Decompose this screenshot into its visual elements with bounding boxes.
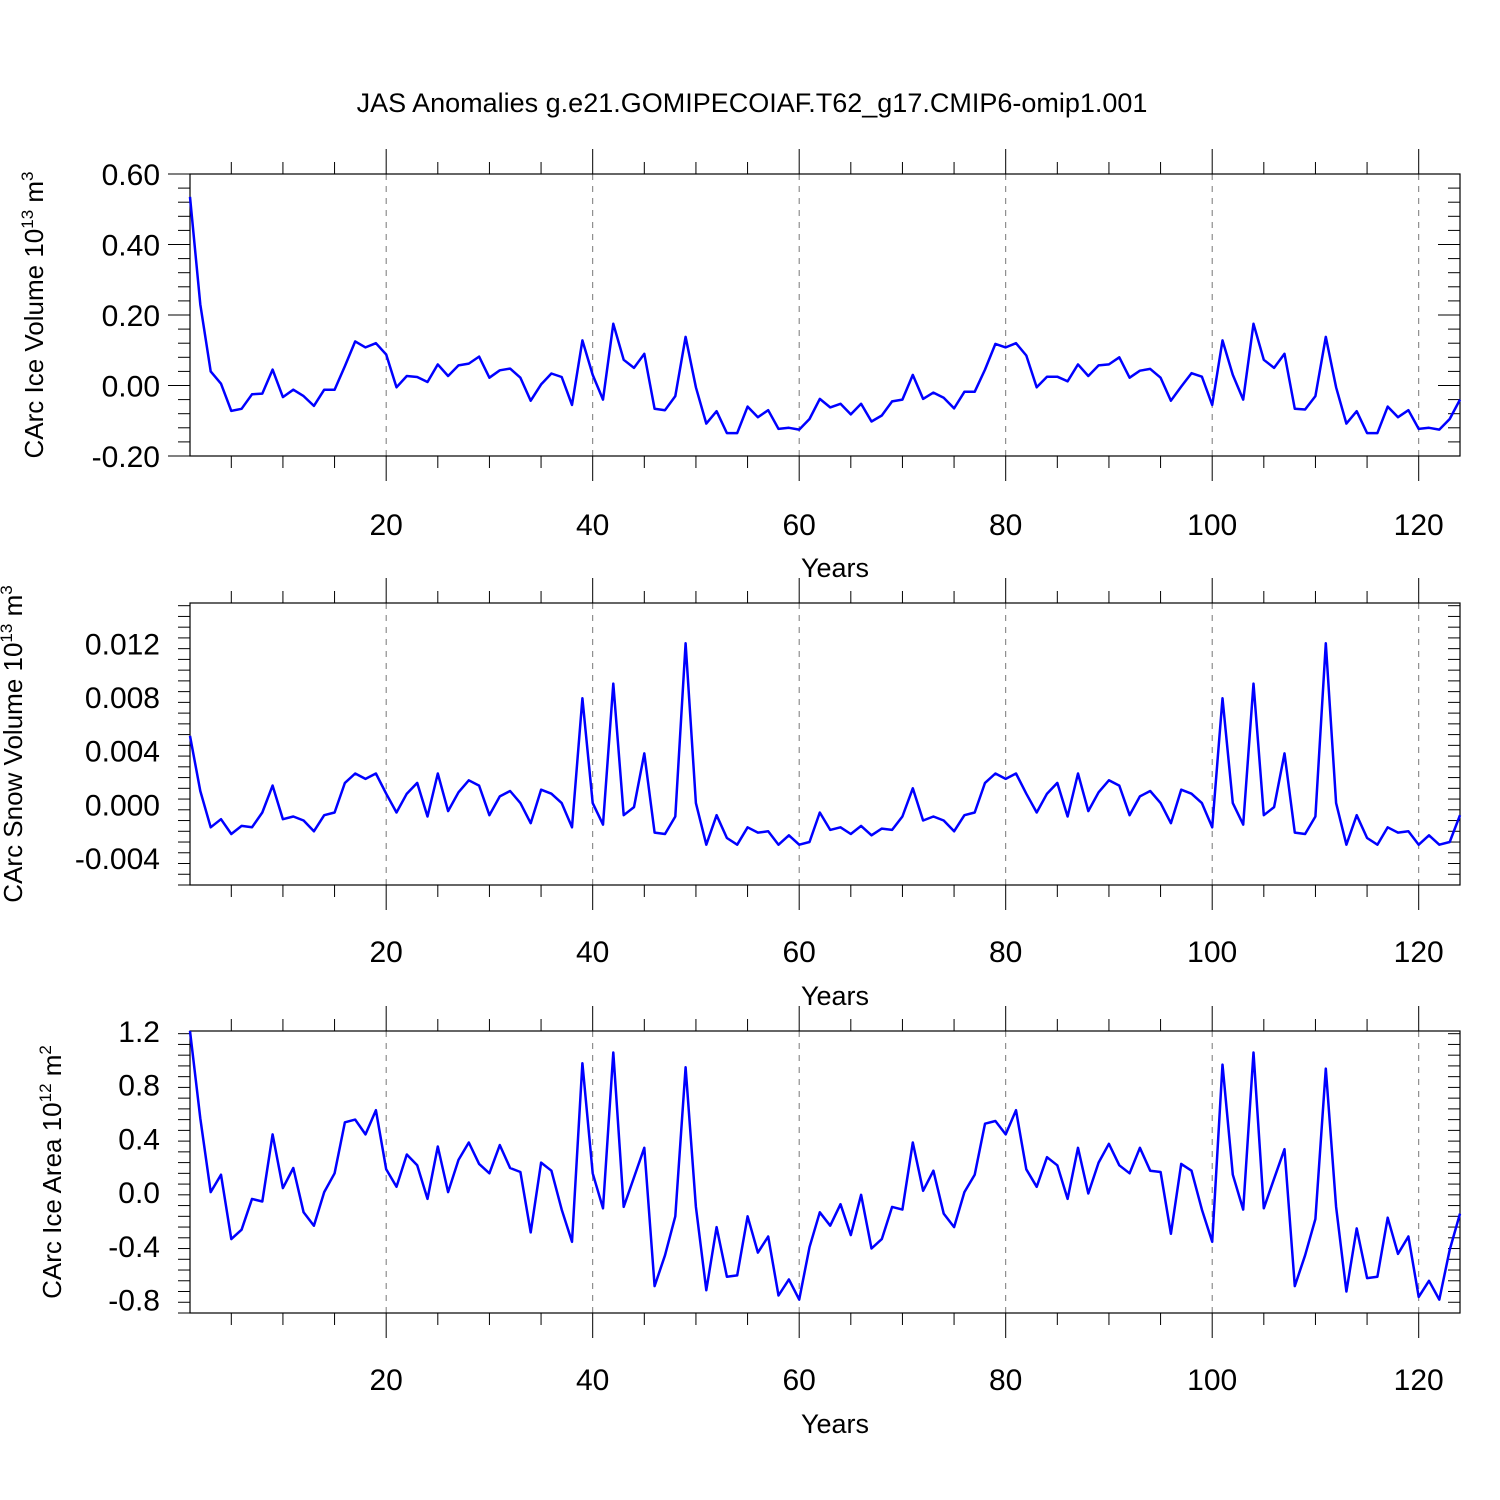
y-tick-label: 0.4 [118,1123,160,1156]
x-tick-label: 60 [782,509,815,542]
y-tick-label: 0.012 [85,628,160,661]
x-tick-label: 60 [782,1364,815,1397]
y-axis-label-main: CArc Snow Volume 10 [0,643,28,903]
x-axis-label: Years [801,1409,869,1439]
y-axis-label-unit: m [37,1055,67,1084]
y-axis-label: CArc Ice Area 1012 m2 [36,1045,67,1299]
chart-title: JAS Anomalies g.e21.GOMIPECOIAF.T62_g17.… [357,88,1148,118]
y-axis-label: CArc Snow Volume 1013 m3 [0,585,28,902]
x-axis-label: Years [801,981,869,1011]
y-axis-label: CArc Ice Volume 1013 m3 [18,171,49,458]
x-tick-label: 40 [576,1364,609,1397]
x-tick-label: 40 [576,509,609,542]
y-axis-label-exponent: 13 [0,624,16,643]
x-tick-label: 20 [369,509,402,542]
panel-ice-volume: 20 40 60 80 100 120 -0.20 0.00 0.20 0.40 0.60 Years… [18,149,1462,583]
x-axis-label: Years [801,553,869,583]
x-tick-label: 120 [1394,936,1444,969]
y-tick-label: -0.20 [92,441,160,474]
y-tick-label: 0.000 [85,789,160,822]
x-tick-label: 40 [576,936,609,969]
x-tick-label: 20 [369,1364,402,1397]
y-axis-label-unit: m [19,181,49,210]
y-axis-label-exponent: 13 [18,210,37,229]
x-tick-label: 20 [369,936,402,969]
y-axis-label-unit-exponent: 2 [36,1045,55,1054]
x-tick-label: 100 [1187,1364,1237,1397]
y-axis-label-unit-exponent: 3 [0,585,16,594]
x-tick-label: 120 [1394,1364,1444,1397]
y-axis-label-unit-exponent: 3 [18,171,37,180]
y-axis-label-main: CArc Ice Volume 10 [19,229,49,459]
y-axis-label-unit: m [0,595,28,624]
y-tick-label: 0.60 [102,159,160,192]
series-line-ice-volume [188,196,1462,435]
x-tick-label: 80 [989,509,1022,542]
y-axis-label-exponent: 12 [36,1083,55,1102]
y-tick-label: -0.4 [108,1231,160,1264]
y-tick-label: 0.0 [118,1177,160,1210]
series-line-snow-volume [188,642,1462,846]
y-tick-label: 0.004 [85,736,160,769]
y-tick-label: 0.8 [118,1070,160,1103]
y-axis-label-main: CArc Ice Area 10 [37,1102,67,1299]
x-tick-label: 60 [782,936,815,969]
x-tick-label: 100 [1187,509,1237,542]
x-tick-label: 100 [1187,936,1237,969]
plot-frame [189,173,1461,457]
y-tick-label: 0.20 [102,300,160,333]
y-tick-label: 0.008 [85,682,160,715]
y-tick-label: 0.00 [102,371,160,404]
y-tick-label: -0.004 [75,843,160,876]
panel-snow-volume: 20 40 60 80 100 120 -0.004 0.000 0.004 0.008 0.012… [0,578,1462,1011]
series-line-ice-area [188,1030,1462,1301]
panel-ice-area: 20 40 60 80 100 120 -0.8 -0.4 0.0 0.4 0.8 1.2 Years C… [36,1006,1462,1439]
y-tick-label: 1.2 [118,1016,160,1049]
x-tick-label: 80 [989,936,1022,969]
x-tick-label: 120 [1394,509,1444,542]
plot-frame [189,1030,1461,1314]
y-tick-label: 0.40 [102,230,160,263]
plot-frame [189,602,1461,886]
x-tick-label: 80 [989,1364,1022,1397]
y-tick-label: -0.8 [108,1285,160,1318]
